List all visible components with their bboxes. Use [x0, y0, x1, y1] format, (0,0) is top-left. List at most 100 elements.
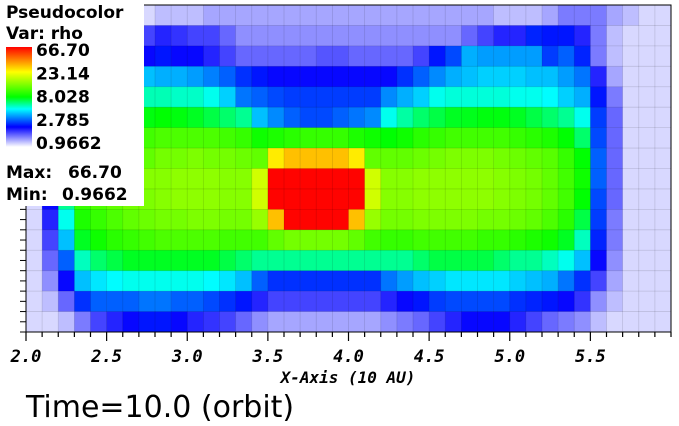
heatmap-cell: [429, 229, 446, 251]
heatmap-cell: [122, 270, 140, 292]
heatmap-cell: [267, 229, 285, 251]
heatmap-cell: [284, 250, 301, 271]
heatmap-cell: [187, 25, 204, 47]
heatmap-cell: [558, 45, 575, 67]
heatmap-cell: [300, 45, 317, 67]
heatmap-cell: [542, 25, 559, 47]
heatmap-cell: [558, 250, 575, 271]
heatmap-cell: [251, 127, 269, 149]
heatmap-cell: [74, 250, 91, 271]
heatmap-cell: [461, 168, 478, 190]
heatmap-cell: [284, 107, 301, 128]
heatmap-cell: [348, 127, 365, 149]
heatmap-cell: [493, 148, 511, 169]
heatmap-cell: [622, 86, 640, 108]
heatmap-cell: [590, 311, 607, 333]
heatmap-cell: [235, 66, 253, 88]
heatmap-cell: [187, 209, 204, 231]
heatmap-cell: [300, 270, 317, 292]
heatmap-cell: [429, 148, 446, 169]
heatmap-cell: [155, 148, 172, 169]
heatmap-cell: [348, 45, 365, 67]
heatmap-cell: [574, 188, 591, 210]
heatmap-cell: [235, 107, 253, 128]
heatmap-cell: [364, 188, 382, 210]
heatmap-cell: [171, 45, 188, 67]
heatmap-cell: [509, 66, 527, 88]
heatmap-cell: [413, 250, 430, 271]
heatmap-cell: [251, 107, 269, 128]
heatmap-cell: [493, 188, 511, 210]
heatmap-cell: [622, 168, 640, 190]
heatmap-cell: [445, 311, 462, 333]
legend-min-value: 0.9662: [62, 185, 128, 205]
heatmap-cell: [364, 209, 382, 231]
x-tick-label: 3.0: [171, 347, 203, 367]
heatmap-cell: [155, 270, 172, 292]
heatmap-cell: [348, 86, 365, 108]
heatmap-cell: [542, 107, 559, 128]
heatmap-cell: [445, 148, 462, 169]
heatmap-cell: [267, 66, 285, 88]
heatmap-cell: [284, 168, 301, 190]
heatmap-cell: [461, 5, 478, 26]
heatmap-cell: [477, 209, 494, 231]
heatmap-cell: [155, 291, 172, 312]
heatmap-cell: [267, 25, 285, 47]
heatmap-cell: [219, 311, 236, 333]
heatmap-cell: [590, 86, 607, 108]
heatmap-cell: [267, 270, 285, 292]
heatmap-cell: [300, 291, 317, 312]
heatmap-cell: [74, 270, 91, 292]
heatmap-cell: [171, 229, 188, 251]
heatmap-cell: [203, 5, 220, 26]
heatmap-cell: [106, 311, 124, 333]
heatmap-cell: [316, 5, 333, 26]
heatmap-cell: [380, 5, 398, 26]
heatmap-cell: [509, 229, 527, 251]
heatmap-cell: [348, 291, 365, 312]
heatmap-cell: [348, 250, 365, 271]
heatmap-cell: [445, 107, 462, 128]
heatmap-cell: [348, 209, 365, 231]
heatmap-cell: [590, 209, 607, 231]
heatmap-cell: [380, 270, 398, 292]
heatmap-cell: [477, 45, 494, 67]
heatmap-cell: [622, 127, 640, 149]
heatmap-cell: [203, 250, 220, 271]
heatmap-cell: [542, 188, 559, 210]
heatmap-cell: [638, 45, 656, 67]
heatmap-cell: [493, 291, 511, 312]
heatmap-cell: [300, 168, 317, 190]
heatmap-cell: [219, 291, 236, 312]
heatmap-cell: [413, 148, 430, 169]
heatmap-cell: [542, 270, 559, 292]
heatmap-cell: [509, 86, 527, 108]
heatmap-cell: [654, 148, 672, 169]
heatmap-cell: [574, 250, 591, 271]
heatmap-cell: [284, 25, 301, 47]
heatmap-cell: [638, 229, 656, 251]
heatmap-cell: [235, 229, 253, 251]
heatmap-cell: [203, 107, 220, 128]
heatmap-cell: [332, 66, 349, 88]
heatmap-cell: [251, 168, 269, 190]
heatmap-cell: [219, 188, 236, 210]
heatmap-cell: [58, 291, 75, 312]
colorbar: [6, 47, 32, 147]
heatmap-cell: [155, 209, 172, 231]
heatmap-cell: [429, 45, 446, 67]
heatmap-cell: [300, 107, 317, 128]
heatmap-cell: [525, 168, 543, 190]
heatmap-cell: [413, 270, 430, 292]
heatmap-cell: [187, 45, 204, 67]
heatmap-cell: [413, 229, 430, 251]
heatmap-cell: [622, 311, 640, 333]
heatmap-cell: [429, 209, 446, 231]
heatmap-cell: [155, 311, 172, 333]
heatmap-cell: [316, 291, 333, 312]
heatmap-cell: [654, 250, 672, 271]
heatmap-cell: [590, 148, 607, 169]
heatmap-cell: [42, 311, 59, 333]
heatmap-cell: [203, 229, 220, 251]
